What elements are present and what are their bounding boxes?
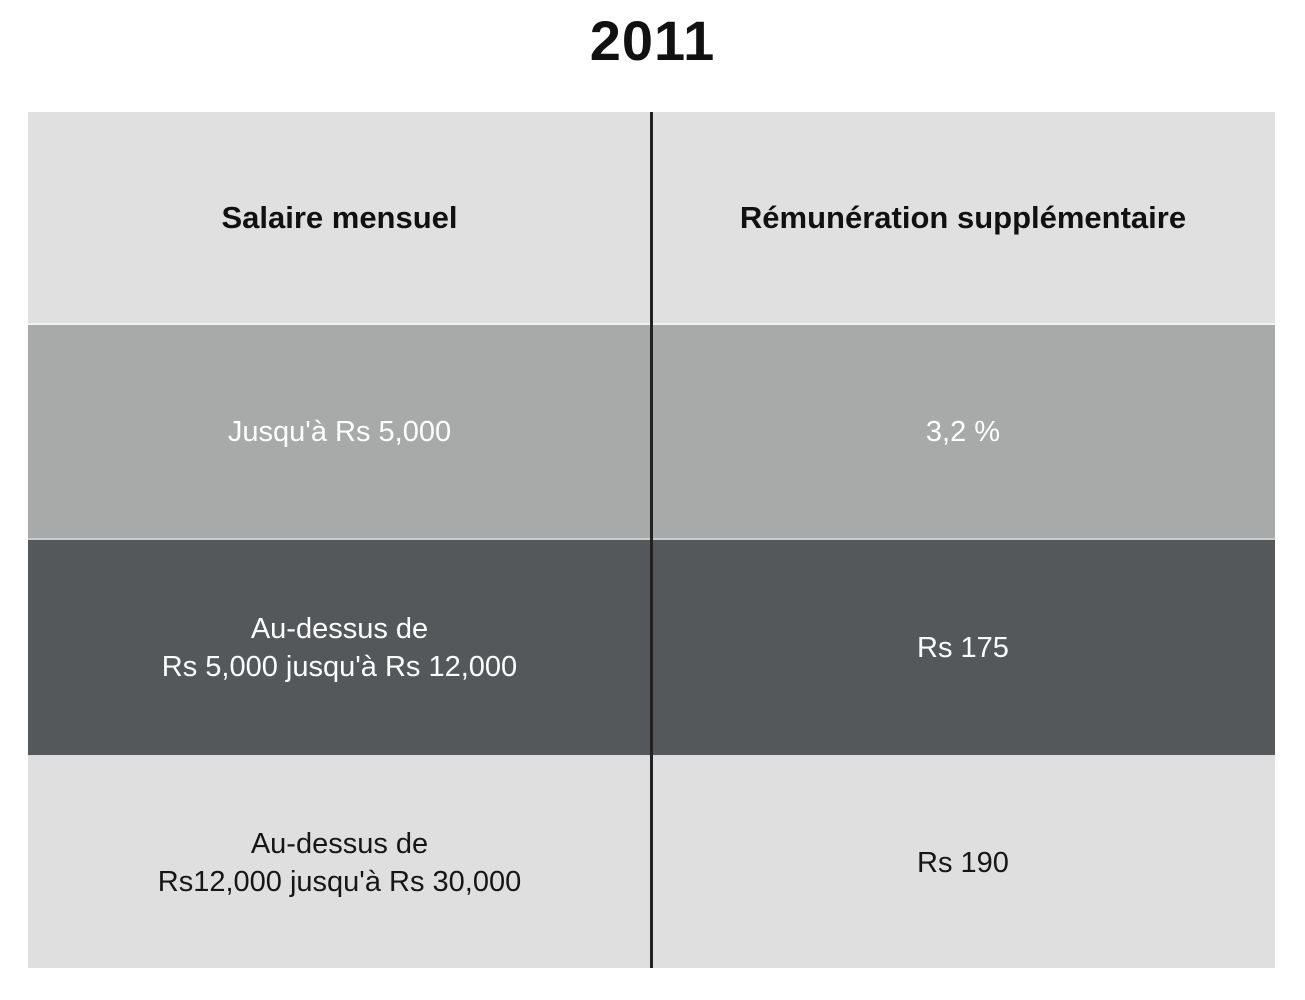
remuneration-cell: Rs 175 [651, 540, 1275, 755]
header-remuneration-label: Rémunération supplémentaire [739, 199, 1187, 235]
salary-range-line1: Au-dessus de [250, 827, 429, 860]
salary-range-line2: Rs 5,000 jusqu'à Rs 12,000 [161, 650, 518, 683]
header-remuneration: Rémunération supplémentaire [651, 112, 1275, 323]
salary-range-cell: Au-dessus de Rs12,000 jusqu'à Rs 30,000 [28, 757, 651, 968]
header-salary-label: Salaire mensuel [221, 199, 458, 235]
page-title: 2011 [589, 9, 716, 72]
remuneration-value: Rs 190 [917, 846, 1009, 879]
salary-table: Salaire mensuel Rémunération supplémenta… [28, 112, 1275, 968]
remuneration-value: 3,2 % [925, 415, 1001, 448]
salary-range-line2: Rs12,000 jusqu'à Rs 30,000 [157, 865, 522, 898]
salary-range-line1: Jusqu'à Rs 5,000 [227, 415, 452, 448]
salary-range-line1: Au-dessus de [250, 612, 429, 645]
salary-range-cell: Jusqu'à Rs 5,000 [28, 325, 651, 538]
header-salary: Salaire mensuel [28, 112, 651, 323]
remuneration-cell: Rs 190 [651, 757, 1275, 968]
remuneration-cell: 3,2 % [651, 325, 1275, 538]
remuneration-value: Rs 175 [917, 631, 1009, 664]
salary-range-cell: Au-dessus de Rs 5,000 jusqu'à Rs 12,000 [28, 540, 651, 755]
column-divider [650, 112, 653, 968]
